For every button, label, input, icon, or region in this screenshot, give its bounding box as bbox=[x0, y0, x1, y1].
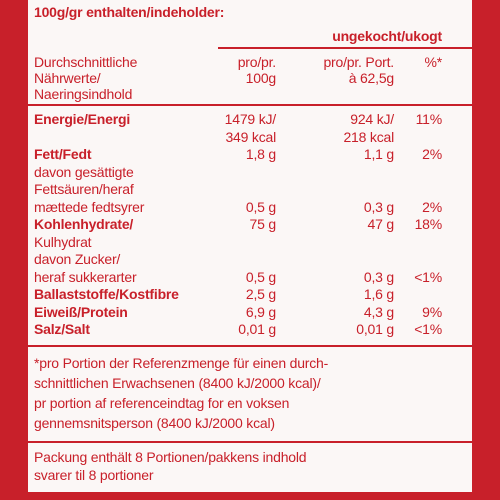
packing-note: Packung enthält 8 Portionen/pakkens indh… bbox=[34, 448, 307, 465]
row-label: Fett/Fedt bbox=[34, 146, 92, 162]
row-label: Kohlenhydrate/ bbox=[34, 216, 134, 232]
row-value: 6,9 g bbox=[245, 303, 276, 320]
label-panel: 100g/gr enthalten/indeholder: ungekocht/u… bbox=[28, 0, 472, 492]
row-value: 2% bbox=[422, 146, 442, 162]
row-label: Eiweiß/Protein bbox=[34, 303, 128, 320]
row-value: 4,3 g bbox=[363, 303, 394, 320]
column-header: à 62,5g bbox=[348, 70, 395, 86]
row-label: heraf sukkerarter bbox=[34, 268, 137, 285]
row-value: 1479 kJ/ bbox=[224, 111, 277, 127]
row-value: 1,8 g bbox=[245, 146, 276, 162]
row-value: 0,3 g bbox=[363, 268, 394, 285]
row-label: davon gesättigte bbox=[34, 163, 134, 180]
footnote: schnittlichen Erwachsenen (8400 kJ/2000 … bbox=[34, 374, 321, 391]
row-label: davon Zucker/ bbox=[34, 251, 121, 267]
row-value: 0,01 g bbox=[238, 321, 276, 337]
row-label: Salz/Salt bbox=[34, 321, 90, 337]
title: 100g/gr enthalten/indeholder: bbox=[34, 4, 225, 20]
packing-note: svarer til 8 portioner bbox=[34, 466, 154, 483]
row-value: 0,5 g bbox=[245, 268, 276, 285]
row-value: 0,3 g bbox=[363, 198, 394, 215]
column-header: Naeringsindhold bbox=[34, 86, 133, 102]
rule bbox=[28, 440, 472, 443]
row-value: 1,6 g bbox=[363, 286, 394, 302]
row-label: Kulhydrat bbox=[34, 233, 92, 250]
row-value: <1% bbox=[414, 321, 442, 337]
column-header: 100g bbox=[245, 70, 277, 86]
row-value: 9% bbox=[422, 303, 442, 320]
column-header: pro/pr. Port. bbox=[323, 54, 394, 70]
row-value: 18% bbox=[414, 216, 443, 232]
row-value: 349 kcal bbox=[225, 128, 276, 145]
row-value: 0,5 g bbox=[245, 198, 276, 215]
row-value: 0,01 g bbox=[356, 321, 394, 337]
row-value: 1,1 g bbox=[363, 146, 394, 162]
column-header: Durchschnittliche bbox=[34, 54, 138, 70]
row-value: 47 g bbox=[367, 216, 395, 232]
row-label: mættede fedtsyrer bbox=[34, 198, 145, 215]
footnote: gennemsnitsperson (8400 kJ/2000 kcal) bbox=[34, 414, 275, 431]
row-value: 924 kJ/ bbox=[350, 111, 394, 127]
row-value: 218 kcal bbox=[343, 128, 394, 145]
subtitle: ungekocht/ukogt bbox=[332, 28, 442, 44]
row-value: 2,5 g bbox=[245, 286, 276, 302]
footnote: pr portion af referenceindtag for en vok… bbox=[34, 394, 290, 411]
row-value: 2% bbox=[422, 198, 442, 215]
row-value: <1% bbox=[414, 268, 442, 285]
rule bbox=[28, 104, 472, 106]
row-value: 11% bbox=[415, 111, 443, 127]
row-label: Ballaststoffe/Kostfibre bbox=[34, 286, 179, 302]
row-label: Energie/Energi bbox=[34, 111, 131, 127]
column-header: Nährwerte/ bbox=[34, 70, 101, 86]
column-header: pro/pr. bbox=[237, 54, 276, 70]
rule bbox=[218, 47, 472, 49]
column-header: %* bbox=[424, 54, 443, 70]
rule bbox=[28, 344, 472, 347]
row-label: Fettsäuren/heraf bbox=[34, 181, 134, 197]
row-value: 75 g bbox=[249, 216, 277, 232]
footnote: *pro Portion der Referenzmenge für einen… bbox=[34, 354, 329, 371]
